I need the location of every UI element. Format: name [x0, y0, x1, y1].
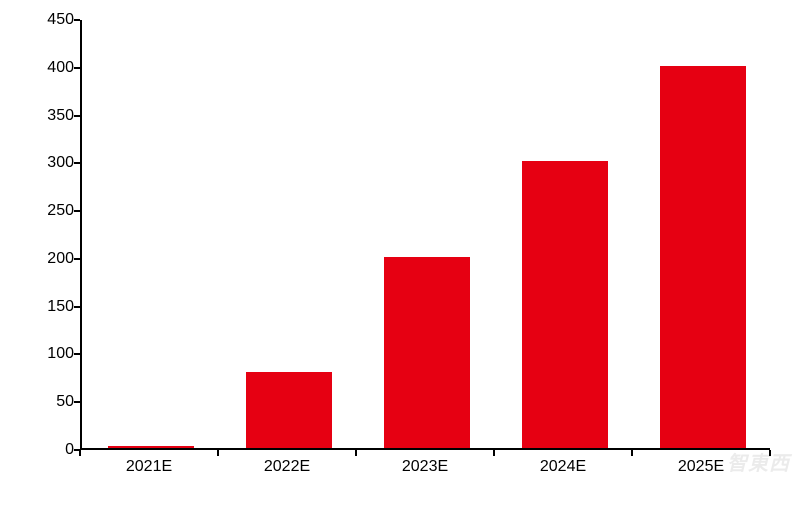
bar	[522, 161, 608, 448]
y-tick-mark	[74, 353, 80, 355]
y-tick-label: 100	[47, 345, 74, 363]
chart-container: 050100150200250300350400450 2021E2022E20…	[0, 0, 800, 506]
bar	[660, 66, 746, 448]
x-axis-labels: 2021E 2022E 2023E 2024E 2025E	[80, 452, 770, 492]
y-tick-label: 400	[47, 59, 74, 77]
y-tick-label: 350	[47, 107, 74, 125]
x-tick-mark	[493, 450, 495, 456]
x-tick-mark	[217, 450, 219, 456]
y-tick-mark	[74, 258, 80, 260]
y-tick-mark	[74, 306, 80, 308]
x-tick-label: 2021E	[126, 458, 172, 476]
x-tick-mark	[355, 450, 357, 456]
x-tick-label: 2022E	[264, 458, 310, 476]
y-tick-label: 300	[47, 154, 74, 172]
y-axis-labels: 050100150200250300350400450	[0, 20, 80, 450]
x-tick-mark	[79, 450, 81, 456]
y-tick-label: 0	[65, 441, 74, 459]
y-tick-mark	[74, 19, 80, 21]
x-axis-tick-marks	[80, 450, 770, 456]
x-tick-mark	[769, 450, 771, 456]
y-axis-tick-marks	[74, 20, 80, 450]
y-tick-mark	[74, 67, 80, 69]
y-tick-mark	[74, 162, 80, 164]
y-tick-label: 200	[47, 250, 74, 268]
y-tick-mark	[74, 401, 80, 403]
x-tick-label: 2024E	[540, 458, 586, 476]
x-tick-label: 2025E	[678, 458, 724, 476]
bar	[108, 446, 194, 448]
bar	[384, 257, 470, 448]
x-tick-label: 2023E	[402, 458, 448, 476]
y-tick-label: 150	[47, 298, 74, 316]
bar	[246, 372, 332, 448]
y-tick-mark	[74, 115, 80, 117]
y-tick-label: 450	[47, 11, 74, 29]
x-tick-mark	[631, 450, 633, 456]
y-tick-mark	[74, 210, 80, 212]
y-tick-label: 50	[56, 393, 74, 411]
y-tick-label: 250	[47, 202, 74, 220]
plot-area	[80, 20, 770, 450]
